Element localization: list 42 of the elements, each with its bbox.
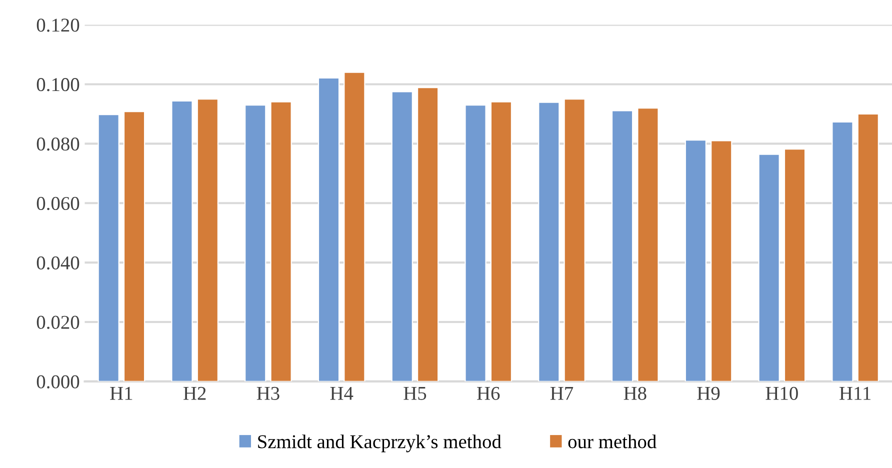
bar — [464, 104, 486, 382]
bar — [637, 107, 659, 382]
legend-label: our method — [568, 434, 656, 448]
x-tick-label: H9 — [697, 386, 720, 400]
y-tick-label: 0.020 — [36, 316, 80, 330]
bar — [416, 86, 439, 382]
bar — [123, 111, 146, 382]
bar — [171, 100, 193, 382]
bar — [857, 113, 879, 382]
bar — [490, 101, 512, 382]
bar — [344, 72, 366, 382]
x-tick-label: H10 — [766, 386, 798, 400]
x-tick-label: H1 — [110, 386, 132, 400]
bar — [784, 148, 806, 382]
y-tick-label: 0.000 — [36, 375, 80, 388]
bar — [684, 140, 707, 382]
x-tick-label: H8 — [624, 386, 646, 400]
x-tick-label: H3 — [256, 386, 280, 400]
bar — [391, 91, 413, 382]
y-tick-label: 0.080 — [36, 137, 80, 151]
x-tick-label: H4 — [330, 386, 354, 400]
x-tick-label: H5 — [404, 387, 426, 400]
bar — [318, 77, 340, 382]
x-tick-label: H7 — [550, 387, 574, 400]
bar — [98, 114, 120, 382]
bar — [538, 102, 560, 382]
y-tick-label: 0.040 — [36, 256, 80, 270]
bar — [270, 101, 292, 382]
x-tick-label: H6 — [477, 386, 500, 400]
bar — [832, 121, 854, 382]
x-tick-label: H11 — [839, 386, 871, 400]
bar — [710, 140, 732, 382]
bar — [244, 104, 266, 382]
legend-label: Szmidt and Kacprzyk’s method — [258, 434, 502, 452]
x-tick-label: H2 — [184, 386, 206, 400]
y-tick-label: 0.060 — [36, 196, 80, 210]
bar — [564, 98, 586, 382]
bar — [611, 110, 634, 382]
y-tick-label: 0.100 — [36, 78, 80, 92]
y-tick-label: 0.120 — [36, 18, 80, 32]
bar — [196, 98, 218, 382]
bar — [758, 154, 780, 382]
